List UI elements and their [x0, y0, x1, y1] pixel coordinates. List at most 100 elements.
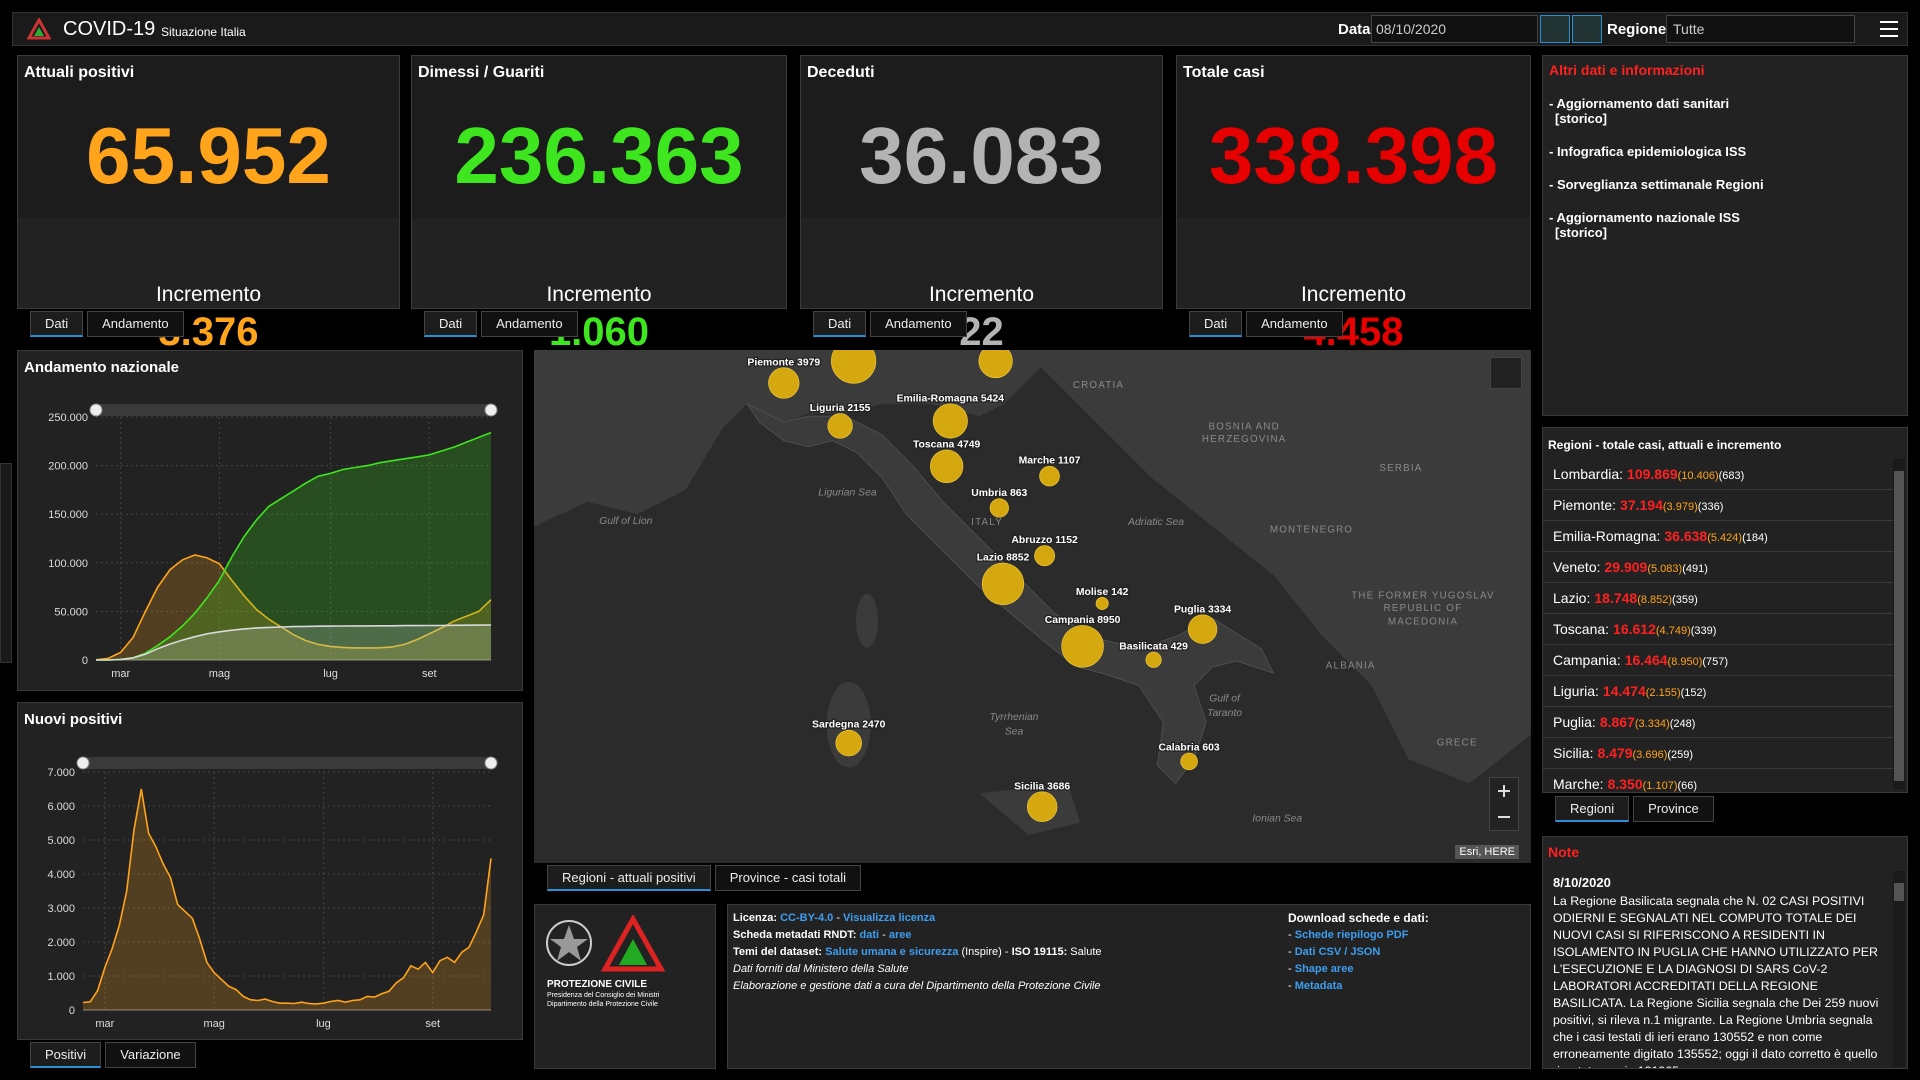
side-toggle[interactable] [0, 463, 12, 663]
footer-line: - Shape aree [1288, 961, 1408, 978]
tab[interactable]: Regioni - attuali positivi [547, 865, 711, 891]
link[interactable]: CC-BY-4.0 [780, 912, 834, 924]
area [96, 555, 491, 660]
tab[interactable]: Regioni [1555, 796, 1630, 822]
tab[interactable]: Andamento [481, 311, 578, 337]
link[interactable]: dati [859, 929, 880, 941]
tab[interactable]: Andamento [1246, 311, 1343, 337]
bubble[interactable] [1187, 614, 1218, 644]
tab[interactable]: Andamento [870, 311, 967, 337]
region-row[interactable]: Veneto: 29.909(5.083)(491) [1543, 552, 1893, 583]
info-item[interactable]: - Aggiornamento nazionale ISS [storico] [1549, 210, 1764, 240]
bubble[interactable] [827, 413, 853, 439]
bubble[interactable] [929, 449, 964, 483]
slider-handle[interactable] [89, 403, 103, 417]
bubble[interactable] [1026, 791, 1058, 822]
place-label: Gulf of Lion [599, 516, 652, 527]
line [82, 788, 492, 1005]
link[interactable]: Schede riepilogo PDF [1294, 929, 1409, 941]
bubble[interactable] [1034, 545, 1056, 567]
map-canvas: Gulf of Lion Ligurian Sea CROATIA BOSNIA AN… [534, 350, 1531, 835]
footer-line: - Schede riepilogo PDF [1288, 927, 1408, 944]
x-tick-label: lug [316, 1018, 331, 1030]
zoom-control[interactable] [1489, 777, 1519, 831]
region-select[interactable]: Tutte [1666, 15, 1855, 43]
range-slider[interactable] [96, 404, 491, 416]
region-row[interactable]: Lombardia: 109.869(10.406)(683) [1543, 459, 1893, 490]
region-current: (10.406) [1677, 470, 1719, 482]
tab[interactable]: Dati [813, 311, 867, 337]
bubble-label: Molise 142 [1076, 587, 1129, 598]
tab[interactable]: Andamento [87, 311, 184, 337]
place-label: BOSNIA AND [1208, 422, 1280, 433]
tab[interactable]: Dati [424, 311, 478, 337]
text: ISO 19115: [1011, 946, 1071, 958]
region-name: Piemonte: [1553, 497, 1617, 513]
tab[interactable]: Dati [30, 311, 84, 337]
link[interactable]: Shape aree [1294, 963, 1354, 975]
bubble[interactable] [932, 403, 968, 439]
link[interactable]: Salute umana e sicurezza [825, 946, 959, 958]
link[interactable]: Visualizza licenza [843, 912, 936, 924]
bubble[interactable] [1180, 752, 1198, 771]
tab[interactable]: Dati [1189, 311, 1243, 337]
region-row[interactable]: Lazio: 18.748(8.852)(359) [1543, 583, 1893, 614]
y-tick-label: 2.000 [47, 937, 75, 949]
bubble[interactable] [978, 350, 1013, 379]
place-label: Adriatic Sea [1127, 517, 1184, 528]
tab[interactable]: Variazione [105, 1042, 196, 1068]
region-row[interactable]: Sicilia: 8.479(3.696)(259) [1543, 738, 1893, 769]
bubble[interactable] [1061, 625, 1104, 668]
chart: 0 50.000 100.000 150.000 200.000 250.000 mar ma… [48, 403, 498, 680]
bubble[interactable] [835, 729, 862, 757]
x-tick-label: set [425, 1018, 440, 1030]
region-row[interactable]: Emilia-Romagna: 36.638(5.424)(184) [1543, 521, 1893, 552]
info-item[interactable]: - Infografica epidemiologica ISS [1549, 144, 1764, 159]
region-row[interactable]: Liguria: 14.474(2.155)(152) [1543, 676, 1893, 707]
bubble[interactable] [768, 367, 800, 399]
bubble[interactable] [1095, 596, 1109, 610]
slider-handle[interactable] [484, 756, 498, 770]
scrollbar[interactable] [1893, 871, 1905, 1067]
range-slider[interactable] [83, 757, 491, 769]
region-row[interactable]: Piemonte: 37.194(3.979)(336) [1543, 490, 1893, 521]
info-title: Altri dati e informazioni [1549, 62, 1705, 78]
region-row[interactable]: Campania: 16.464(8.950)(757) [1543, 645, 1893, 676]
slider-handle[interactable] [484, 403, 498, 417]
tab[interactable]: Province [1633, 796, 1714, 822]
region-row[interactable]: Toscana: 16.612(4.749)(339) [1543, 614, 1893, 645]
region-row[interactable]: Marche: 8.350(1.107)(66) [1543, 769, 1893, 792]
time-button[interactable] [1572, 15, 1602, 43]
link[interactable]: aree [888, 929, 912, 941]
map[interactable]: Gulf of Lion Ligurian Sea CROATIA BOSNIA AN… [534, 350, 1531, 863]
bubble[interactable] [981, 562, 1025, 606]
region-row[interactable]: Puglia: 8.867(3.334)(248) [1543, 707, 1893, 738]
region-increment: (359) [1672, 594, 1698, 606]
region-name: Campania: [1553, 652, 1621, 668]
link[interactable]: Metadata [1294, 980, 1343, 992]
slider-handle[interactable] [76, 756, 90, 770]
text: Elaborazione e gestione dati a cura del … [733, 980, 1101, 992]
calendar-button[interactable] [1540, 15, 1570, 43]
bubble-label: Sicilia 3686 [1014, 781, 1070, 792]
footer-panel: Licenza: CC-BY-4.0 - Visualizza licenza S… [727, 904, 1531, 1069]
card-top [18, 56, 399, 218]
map-tabs: Regioni - attuali positivi Province - cas… [547, 865, 862, 891]
info-item[interactable]: - Sorveglianza settimanale Regioni [1549, 177, 1764, 192]
card-title: Attuali positivi [24, 64, 135, 81]
tab[interactable]: Province - casi totali [714, 865, 862, 891]
link[interactable]: Dati CSV / JSON [1294, 946, 1381, 958]
tab[interactable]: Positivi [30, 1042, 102, 1068]
bubble[interactable] [1039, 465, 1060, 487]
bubble[interactable] [1145, 651, 1162, 668]
line [95, 554, 492, 661]
info-line: - Aggiornamento nazionale ISS [1549, 210, 1740, 225]
bubble[interactable] [831, 350, 877, 384]
menu-button[interactable] [1879, 19, 1899, 39]
legend-button[interactable] [1490, 357, 1522, 389]
bubble[interactable] [989, 498, 1009, 518]
date-input[interactable]: 08/10/2020 [1371, 15, 1538, 43]
info-item[interactable]: - Aggiornamento dati sanitari [storico] [1549, 96, 1764, 126]
y-tick-label: 7.000 [47, 767, 75, 779]
scrollbar[interactable] [1893, 459, 1905, 789]
